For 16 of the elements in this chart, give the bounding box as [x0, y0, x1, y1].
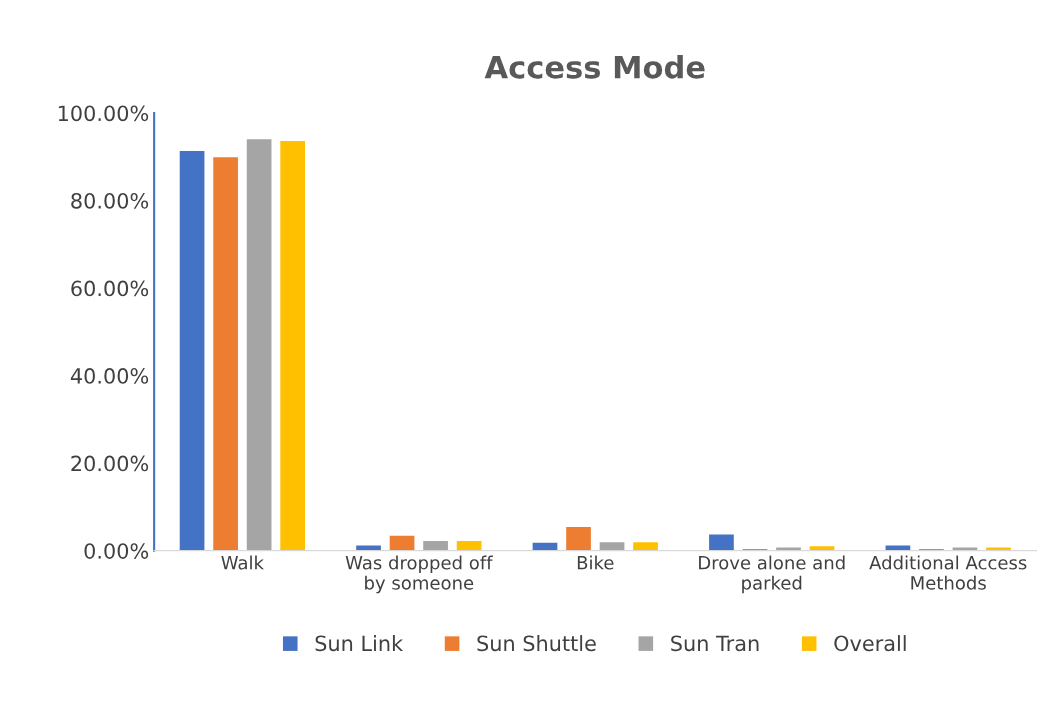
- x-tick-label: Walk: [221, 555, 264, 570]
- legend-label: Sun Link: [315, 635, 404, 652]
- y-tick-label: 20.00%: [71, 455, 149, 472]
- x-tick-label: Additional Access Methods: [869, 555, 1027, 590]
- y-tick-label: 60.00%: [71, 280, 149, 297]
- chart-title: Access Mode: [484, 55, 705, 79]
- x-tick-label: Bike: [577, 555, 614, 570]
- x-tick-label: Drove alone and parked: [699, 555, 845, 594]
- legend-label: Sun Shuttle: [477, 635, 596, 652]
- y-tick-label: 40.00%: [70, 368, 149, 384]
- x-tick-label: Was dropped off by someone: [345, 555, 493, 594]
- y-tick-label: 0.00%: [84, 543, 149, 559]
- y-tick-label: 100.00%: [58, 105, 149, 122]
- y-tick-label: 80.00%: [71, 192, 149, 209]
- legend-label: Sun Tran: [671, 635, 759, 652]
- legend-label: Overall: [834, 635, 906, 652]
